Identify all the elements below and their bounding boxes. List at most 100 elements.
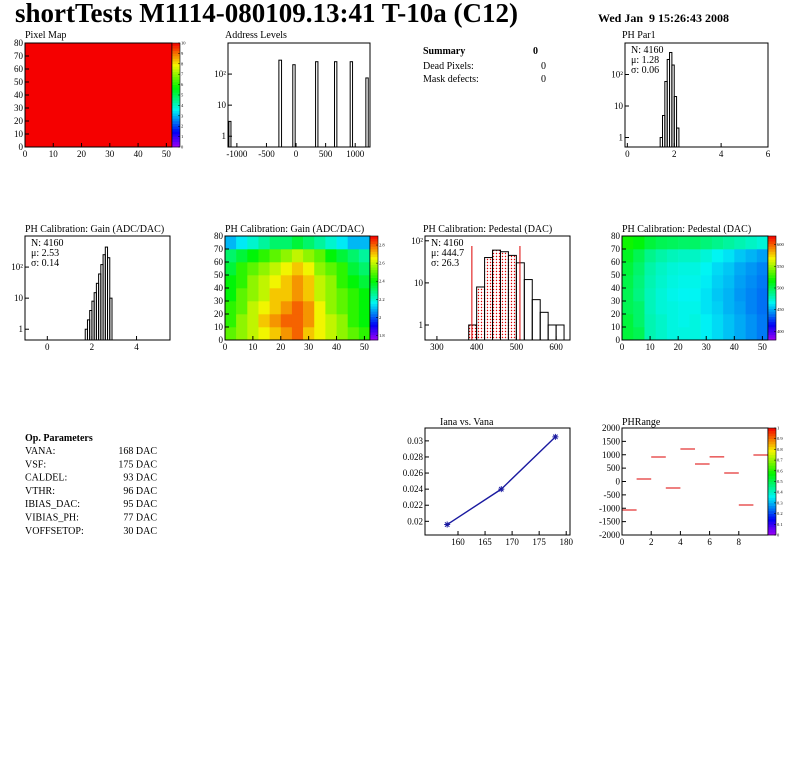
colorbar-step [172, 79, 180, 83]
z-tick-label: 7 [181, 72, 184, 77]
colorbar-step [768, 290, 776, 294]
heatmap-cell [269, 275, 282, 289]
heatmap-cell [689, 327, 701, 341]
heatmap-cell [325, 249, 337, 263]
heatmap-cell [269, 327, 282, 341]
heatmap-cell [303, 327, 315, 341]
heatmap-cell [666, 327, 679, 341]
colorbar-step [370, 332, 378, 336]
y-tick-label: 80 [14, 38, 24, 48]
colorbar-step [370, 241, 378, 245]
heatmap-cell [655, 236, 668, 250]
heatmap-cell [325, 275, 337, 289]
heatmap-cell [689, 249, 701, 263]
colorbar-step [172, 131, 180, 135]
y-tick-label: 20 [611, 309, 621, 319]
heatmap-cell [655, 327, 668, 341]
colorbar-step [768, 272, 776, 276]
y-tick-label: 0.02 [407, 516, 423, 526]
op-value: 168 DAC [118, 446, 157, 457]
heatmap-cell [325, 262, 337, 276]
colorbar-step [768, 526, 776, 530]
x-tick-label: 6 [766, 149, 771, 159]
heatmap-cell [633, 236, 645, 250]
heatmap-cell [689, 314, 701, 328]
y-tick-label: 10 [214, 322, 224, 332]
heatmap-cell [258, 327, 270, 341]
heatmap-cell [678, 249, 690, 263]
colorbar-step [768, 473, 776, 477]
y-tick-label: 1 [222, 131, 227, 141]
heatmap-cell [247, 314, 259, 328]
z-tick-label: 400 [777, 329, 785, 334]
colorbar-step [370, 311, 378, 315]
heatmap-cell [666, 236, 679, 250]
y-tick-label: 10 [14, 293, 24, 303]
y-tick-label: 0.03 [407, 436, 423, 446]
heatmap-cell [303, 262, 315, 276]
x-tick-label: 8 [737, 537, 742, 547]
summary-value: 0 [541, 74, 546, 85]
y-tick-label: 20 [214, 309, 224, 319]
colorbar-step [172, 95, 180, 98]
x-tick-label: 2 [672, 149, 677, 159]
colorbar-step [172, 144, 180, 148]
heatmap-cell [258, 236, 270, 250]
heatmap-cell [700, 327, 713, 341]
z-tick-label: 1 [777, 426, 779, 431]
colorbar-step [768, 497, 776, 501]
x-tick-label: 40 [134, 149, 144, 159]
op-name: VOFFSETOP: [25, 526, 84, 537]
x-tick-label: 0 [625, 149, 630, 159]
heatmap-cell [358, 262, 371, 276]
heatmap-cell [291, 275, 304, 289]
heatmap-cell [711, 327, 724, 341]
colorbar-step [768, 524, 776, 528]
heatmap-cell [756, 236, 769, 250]
heatmap-cell [280, 288, 293, 302]
heatmap-cell [358, 288, 371, 302]
heatmap-cell [734, 262, 746, 276]
heatmap-cell [325, 327, 337, 341]
heatmap-cell [756, 301, 769, 315]
heatmap-cell [347, 301, 360, 315]
heatmap-cell [280, 314, 293, 328]
date: Wed Jan 9 15:26:43 2008 [598, 11, 729, 25]
z-tick-label: 2 [379, 315, 381, 320]
page-title: shortTests M1114-080109.13:41 T-10a (C12… [15, 0, 518, 28]
heatmap-cell [280, 236, 293, 250]
y-tick-label: -500 [604, 490, 621, 500]
y-tick-label: 1 [619, 133, 624, 143]
data-point [498, 486, 505, 493]
heatmap-cell [25, 43, 173, 148]
z-tick-label: 0.2 [777, 511, 783, 516]
y-tick-label: 60 [214, 257, 224, 267]
stat-line: N: 4160 [431, 238, 464, 249]
heatmap-cell [247, 236, 259, 250]
z-tick-label: 1 [181, 134, 183, 139]
colorbar-step [768, 478, 776, 482]
heatmap-cell [247, 301, 259, 315]
colorbar-step [768, 293, 776, 297]
colorbar-step [768, 264, 776, 268]
colorbar-step [172, 134, 180, 137]
heatmap-cell [225, 314, 237, 328]
colorbar-step [768, 444, 776, 448]
colorbar-step [768, 259, 776, 263]
heatmap-cell [336, 327, 348, 341]
colorbar-step [768, 532, 776, 536]
colorbar-step [768, 454, 776, 458]
colorbar-step [768, 489, 776, 493]
colorbar-step [370, 301, 378, 304]
colorbar-step [768, 334, 776, 338]
colorbar-step [172, 50, 180, 54]
heatmap-cell [347, 236, 360, 250]
y-tick-label: 30 [611, 296, 621, 306]
z-tick-label: 2.8 [379, 243, 385, 248]
colorbar-step [768, 449, 776, 453]
colorbar-step [768, 460, 776, 464]
y-tick-label: 70 [14, 51, 24, 61]
x-tick-label: 170 [505, 537, 519, 547]
heatmap-cell [711, 262, 724, 276]
heatmap-cell [269, 236, 282, 250]
